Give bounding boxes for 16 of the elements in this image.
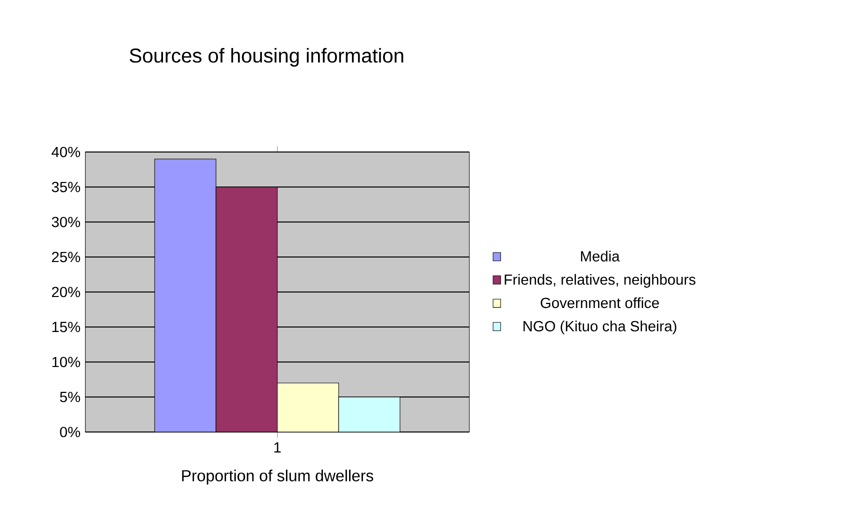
text: Government office [540,298,659,308]
y-tick-label: 15% [52,322,80,332]
text: Media [581,250,620,262]
y-tick-label: 35% [52,182,80,192]
y-tick-label: 20% [52,286,80,298]
y-tick-label: 0% [60,426,80,438]
legend-label: NGO (Kituo cha Sheira) [524,320,676,334]
y-tick-label: 5% [60,392,80,402]
y-tick-label: 10% [52,356,80,368]
y-tick-label: 40% [52,146,80,158]
y-tick-label: 25% [52,252,80,262]
x-axis-title: Proportion of slum dwellers [182,470,374,485]
y-tick-label: 30% [52,216,80,228]
chart-title: Sources of housing information [130,48,404,67]
legend-label: Friends, relatives, neighbours [504,274,696,288]
x-tick-label: 1 [274,442,281,453]
